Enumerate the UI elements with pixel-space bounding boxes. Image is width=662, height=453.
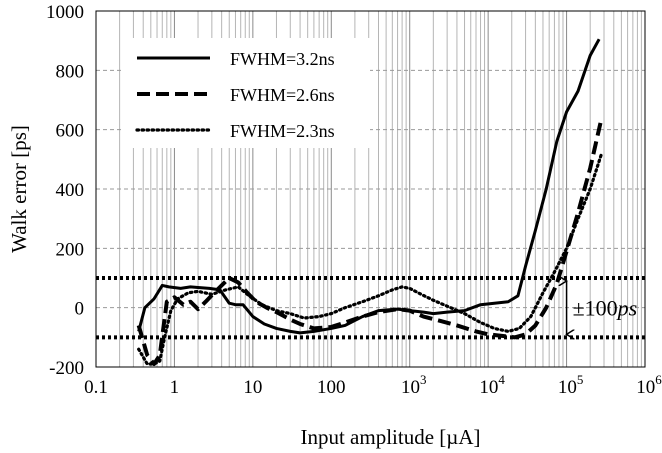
y-tick-label: 800 [56, 61, 85, 82]
x-tick-label: 1 [170, 377, 180, 398]
x-tick-label: 0.1 [84, 377, 108, 398]
series-line-dashed [136, 117, 604, 367]
y-tick-labels: -200 0 200 400 600 800 1000 [46, 2, 84, 379]
legend-label: FWHM=3.2ns [230, 49, 335, 69]
x-tick-label: 105 [558, 372, 584, 398]
reference-lines [96, 276, 645, 340]
x-tick-label: 104 [479, 372, 505, 398]
series-line-solid [137, 38, 601, 335]
y-tick-label: -200 [49, 358, 84, 379]
x-tick-label: 100 [317, 377, 346, 398]
range-annotation-unit: ps [616, 296, 638, 321]
x-tick-base: 10 [558, 377, 577, 398]
legend: FWHM=3.2ns FWHM=2.6ns FWHM=2.3ns [122, 38, 370, 148]
x-tick-label: 103 [401, 372, 427, 398]
series-line-dotted [137, 151, 604, 366]
y-tick-label: 200 [56, 239, 85, 260]
x-tick-exponent: 6 [655, 372, 662, 387]
x-tick-label: 10 [243, 377, 262, 398]
y-tick-label: 400 [56, 180, 85, 201]
x-tick-exponent: 5 [577, 372, 584, 387]
x-axis-title: Input amplitude [µA] [300, 425, 480, 449]
legend-label: FWHM=2.6ns [230, 85, 335, 105]
x-tick-labels: 0.1 1 10 100 103 104 105 106 [84, 372, 662, 398]
x-tick-exponent: 3 [420, 372, 427, 387]
x-tick-base: 10 [401, 377, 420, 398]
y-tick-label: 0 [75, 299, 85, 320]
x-tick-base: 10 [479, 377, 498, 398]
range-annotation-value: ±100 [573, 296, 618, 321]
range-annotation-label: ±100ps [573, 296, 638, 321]
x-tick-exponent: 4 [498, 372, 505, 387]
legend-label: FWHM=2.3ns [230, 121, 335, 141]
y-tick-label: 600 [56, 121, 85, 142]
range-annotation: ±100ps [567, 281, 638, 334]
y-tick-label: 1000 [46, 2, 84, 23]
x-tick-label: 106 [636, 372, 662, 398]
x-tick-base: 10 [636, 377, 655, 398]
y-axis-title: Walk error [ps] [7, 125, 31, 253]
series [136, 38, 604, 367]
plot-frame [95, 10, 646, 368]
